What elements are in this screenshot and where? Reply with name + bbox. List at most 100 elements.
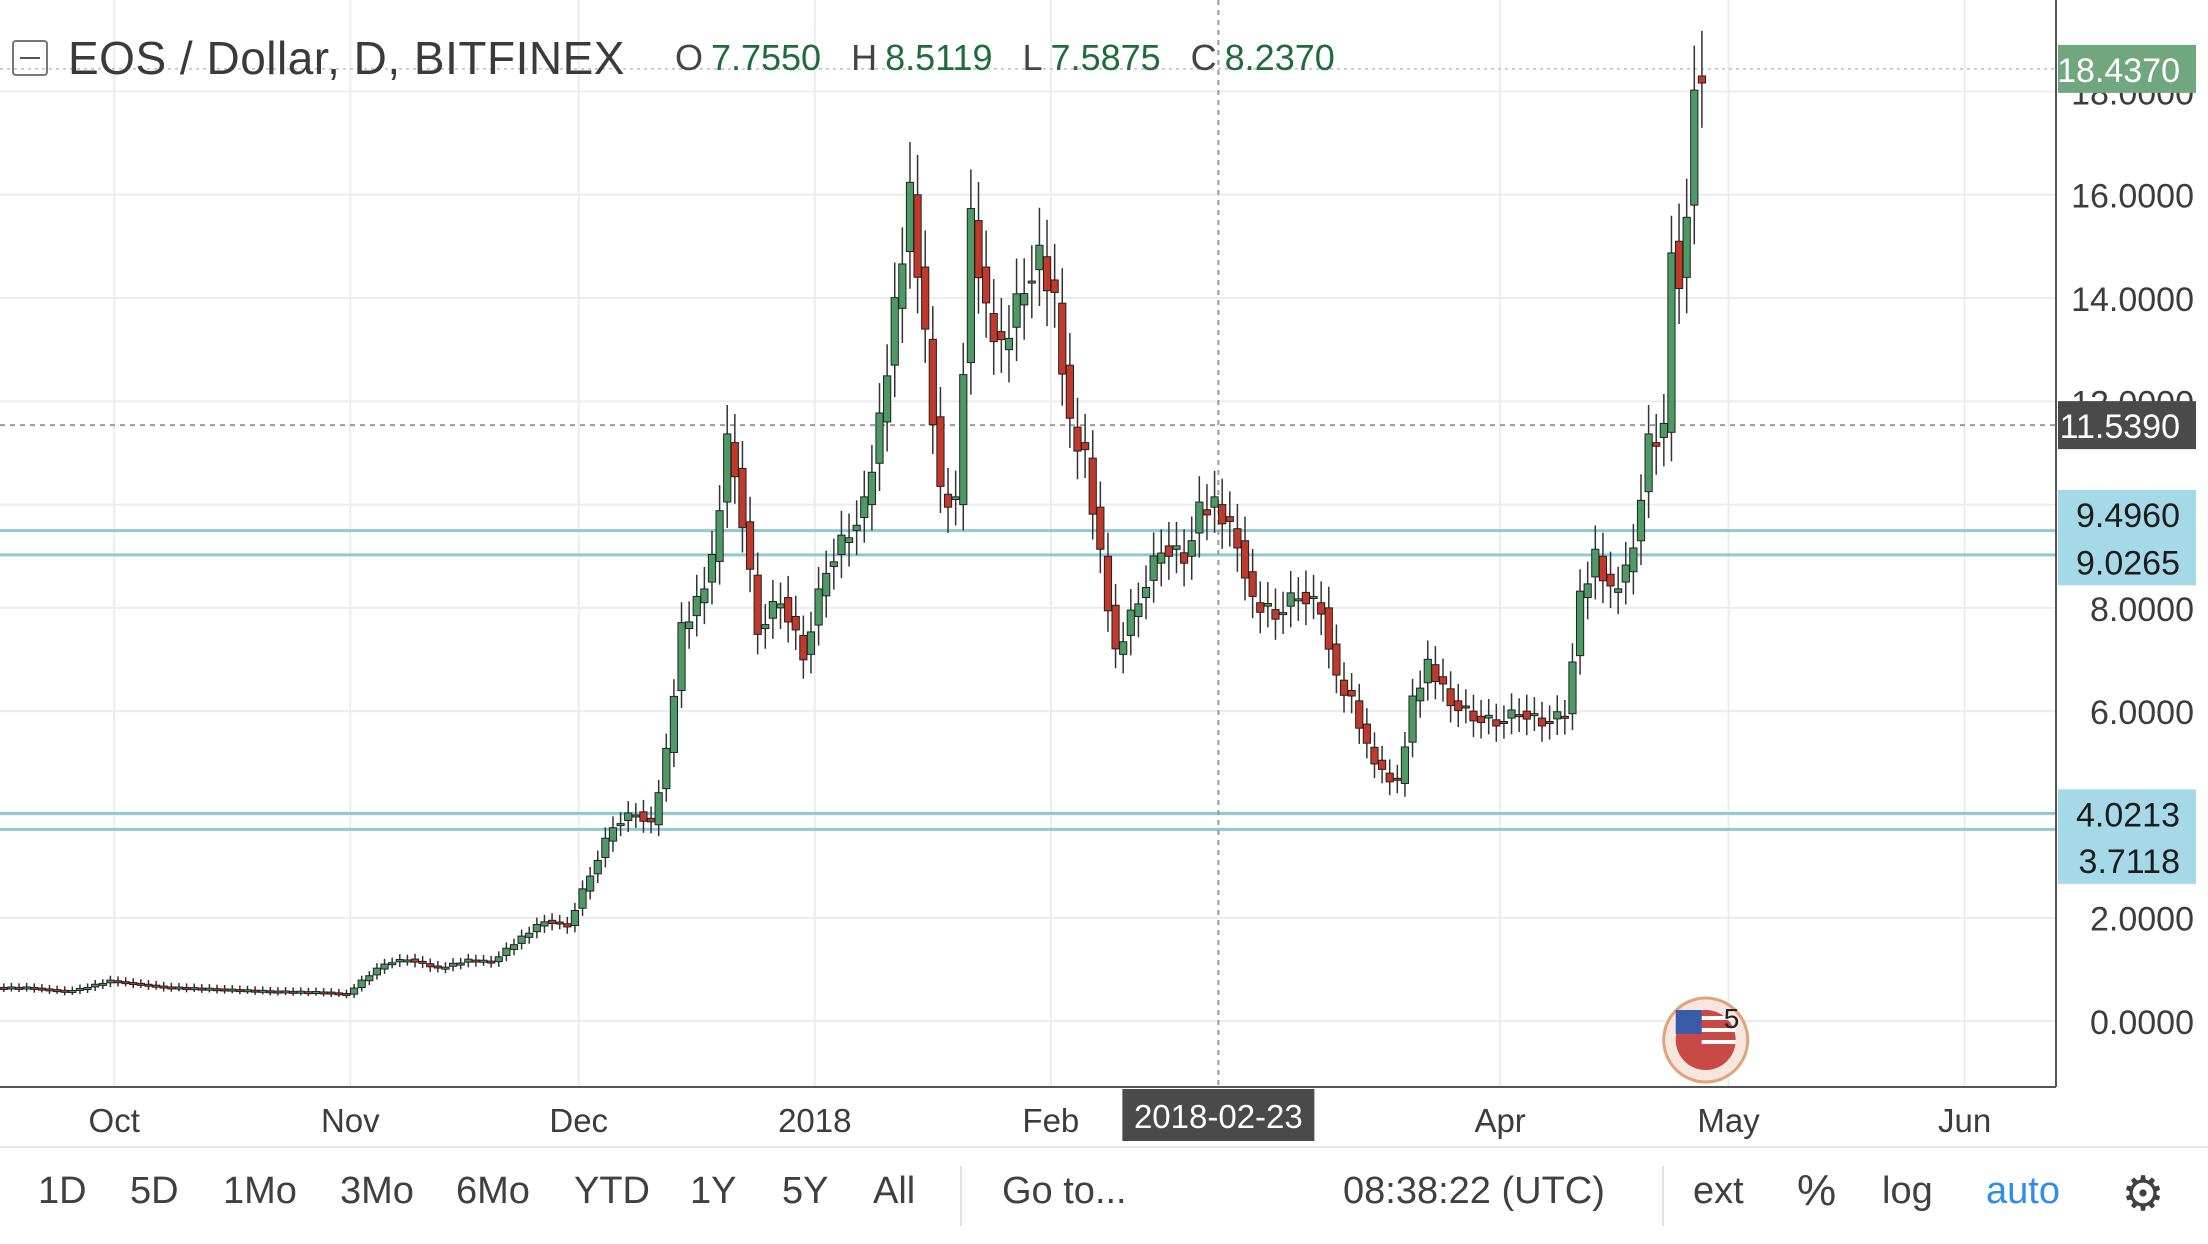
price-tick-label: 0.0000 (2090, 1004, 2194, 1042)
candle-body (1210, 496, 1219, 508)
price-tick-label: 16.0000 (2071, 178, 2194, 216)
auto-scale-toggle[interactable]: auto (1986, 1170, 2060, 1212)
level-badge-bg (2058, 789, 2196, 838)
candle-body (182, 987, 191, 991)
candle-body (1309, 596, 1318, 600)
candle-body (1134, 603, 1143, 617)
candle-body (281, 990, 290, 994)
price-tick-label: 2.0000 (2090, 901, 2194, 939)
candle-body (715, 510, 724, 562)
range-3mo-button[interactable]: 3Mo (340, 1170, 414, 1212)
candle-body (464, 958, 473, 963)
bottom-toolbar: 1D 5D 1Mo 3Mo 6Mo YTD 1Y 5Y All Go to...… (0, 1146, 2208, 1244)
candle-body (388, 962, 397, 966)
utc-clock[interactable]: 08:38:22 (UTC) (1343, 1170, 1605, 1212)
candle-body (250, 989, 260, 993)
level-badge: 9.0265 (2076, 544, 2180, 582)
candle-body (997, 331, 1006, 341)
collapse-legend-icon[interactable] (12, 40, 48, 76)
candle-body (639, 811, 648, 822)
candle-body (1218, 504, 1227, 525)
candle-body (1301, 591, 1311, 605)
candle-body (380, 963, 389, 970)
range-1d-button[interactable]: 1D (38, 1170, 87, 1212)
candle-body (593, 859, 602, 875)
candle-body (494, 956, 503, 963)
candle-body (1103, 555, 1113, 612)
candle-body (631, 814, 640, 818)
candle-body (646, 817, 656, 823)
candle-body (829, 561, 838, 568)
candle-body (1560, 715, 1569, 719)
range-ytd-button[interactable]: YTD (574, 1170, 650, 1212)
candle-body (479, 959, 488, 963)
candle-body (898, 263, 907, 309)
candle-body (304, 991, 313, 995)
candle-body (852, 524, 861, 531)
candle-body (525, 932, 534, 938)
candle-body (745, 521, 755, 570)
candle-body (1180, 552, 1189, 564)
candle-body (1461, 705, 1470, 709)
candle-body (883, 375, 892, 423)
candle-body (662, 747, 671, 790)
candle-body (905, 181, 915, 253)
level-badge: 9.4960 (2076, 497, 2180, 535)
candle-body (349, 987, 359, 995)
candle-body (190, 987, 199, 991)
candle-body (1317, 602, 1326, 615)
candle-body (943, 493, 953, 508)
symbol-title[interactable]: EOS / Dollar, D, BITFINEX (68, 32, 625, 84)
axes (0, 0, 2057, 1088)
candle-body (509, 944, 519, 950)
candle-body (395, 958, 404, 963)
candle-body (707, 554, 717, 583)
candle-body (372, 967, 382, 976)
go-to-date-button[interactable]: Go to... (1002, 1170, 1127, 1212)
percent-scale-toggle[interactable]: % (1797, 1166, 1837, 1215)
candle-body (1492, 719, 1501, 727)
range-5d-button[interactable]: 5D (130, 1170, 179, 1212)
candle-body (1119, 641, 1128, 655)
candle-body (1583, 583, 1592, 599)
time-tick-label: Apr (1474, 1102, 1525, 1139)
candle-body (1484, 714, 1493, 719)
candle-body (1195, 501, 1204, 534)
candle-body (68, 990, 77, 994)
candle-body (1240, 540, 1250, 579)
settings-gear-icon[interactable]: ⚙ (2121, 1168, 2165, 1221)
earnings-flag-icon[interactable]: 5 (1662, 996, 1750, 1084)
candle-body (692, 595, 701, 617)
candle-body (1111, 604, 1120, 650)
candle-body (1423, 658, 1432, 684)
time-tick-label: Dec (549, 1102, 608, 1139)
candle-body (875, 412, 884, 464)
extended-hours-toggle[interactable]: ext (1693, 1170, 1744, 1212)
range-all-button[interactable]: All (873, 1170, 916, 1212)
candle-body (410, 958, 420, 963)
range-1mo-button[interactable]: 1Mo (223, 1170, 297, 1212)
candle-body (205, 987, 214, 991)
candle-body (1339, 679, 1349, 696)
log-scale-toggle[interactable]: log (1882, 1170, 1933, 1212)
candle-body (1606, 573, 1615, 587)
range-5y-button[interactable]: 5Y (782, 1170, 829, 1212)
time-tick-label: Jun (1938, 1102, 1991, 1139)
candle-body (1568, 661, 1577, 715)
candle-body (1400, 746, 1410, 784)
price-tick-label: 14.0000 (2071, 281, 2194, 319)
candle-body (1202, 509, 1212, 516)
candle-body (1522, 710, 1531, 720)
candle-body (1088, 457, 1097, 515)
candle-body (654, 792, 663, 826)
candle-body (837, 534, 846, 556)
candle-body (974, 220, 983, 279)
candle-body (1629, 547, 1638, 573)
candle-body (60, 989, 69, 993)
high-value: H 8.5119 (851, 37, 993, 78)
candle-body (1446, 688, 1455, 707)
range-1y-button[interactable]: 1Y (690, 1170, 737, 1212)
candle-body (677, 622, 686, 692)
range-6mo-button[interactable]: 6Mo (456, 1170, 530, 1212)
